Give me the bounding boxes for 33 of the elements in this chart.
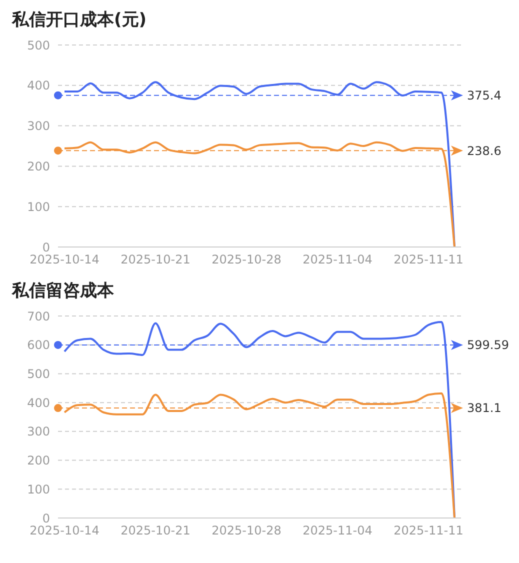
y-tick-label: 300 xyxy=(27,119,50,134)
x-tick-label: 2025-11-04 xyxy=(302,524,372,538)
y-tick-label: 400 xyxy=(27,396,50,410)
chart-title: 私信开口成本(元) xyxy=(12,9,148,31)
y-tick-label: 100 xyxy=(27,482,50,496)
x-tick-label: 2025-10-28 xyxy=(212,252,282,267)
x-tick-label: 2025-10-21 xyxy=(120,252,190,267)
chart-title: 私信留咨成本 xyxy=(12,280,115,302)
x-tick-label: 2025-11-11 xyxy=(394,252,464,267)
x-tick-label: 2025-10-14 xyxy=(30,524,100,538)
y-tick-label: 700 xyxy=(27,309,50,324)
y-tick-label: 500 xyxy=(27,38,50,52)
x-tick-label: 2025-11-11 xyxy=(394,524,464,538)
y-tick-label: 0 xyxy=(42,240,50,254)
line-series xyxy=(64,141,456,247)
ref-line-label: 381.1 xyxy=(467,401,502,416)
x-tick-label: 2025-10-21 xyxy=(120,524,190,538)
line-series xyxy=(64,81,456,247)
y-tick-label: 400 xyxy=(27,78,50,93)
x-tick-label: 2025-10-14 xyxy=(30,252,100,267)
ref-line-label: 238.6 xyxy=(467,144,502,158)
ref-line-label: 375.4 xyxy=(467,88,502,103)
y-tick-label: 200 xyxy=(27,159,50,174)
y-tick-label: 200 xyxy=(27,454,50,468)
y-tick-label: 100 xyxy=(27,200,50,214)
y-tick-label: 300 xyxy=(27,424,50,439)
x-tick-label: 2025-10-28 xyxy=(212,524,282,538)
line-series xyxy=(64,392,456,518)
ref-line-label: 599.59 xyxy=(467,338,509,352)
y-tick-label: 500 xyxy=(27,366,50,381)
y-tick-label: 0 xyxy=(42,511,50,526)
y-tick-label: 600 xyxy=(27,338,50,352)
x-tick-label: 2025-11-04 xyxy=(302,252,372,267)
